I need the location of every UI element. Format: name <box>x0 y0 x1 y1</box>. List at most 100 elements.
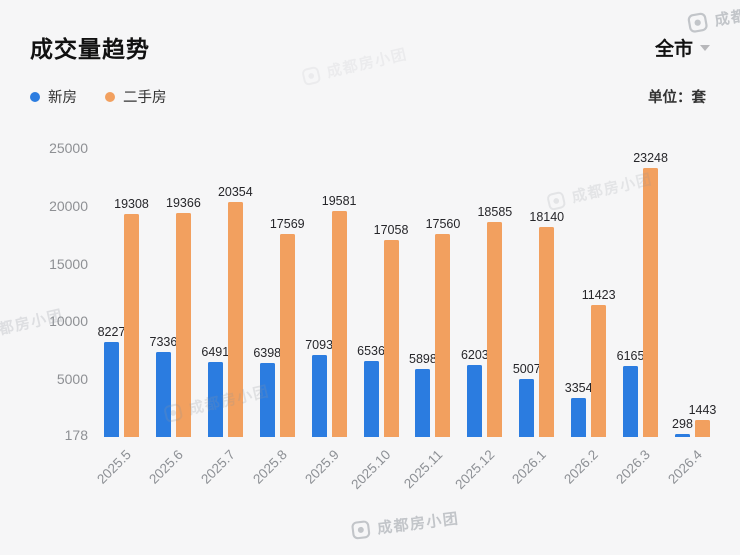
bar-column-new-homes: 7093 <box>305 338 333 437</box>
bar-column-resale-homes: 17058 <box>374 223 408 437</box>
bar-value-label: 6203 <box>460 348 489 363</box>
bar-value-label: 17058 <box>373 222 409 237</box>
bar-new-homes[interactable] <box>674 433 690 437</box>
bar-new-homes[interactable] <box>571 398 587 437</box>
bar-value-label: 11423 <box>581 287 616 302</box>
bar-resale-homes[interactable] <box>383 239 399 437</box>
y-axis-label: 15000 <box>49 255 88 272</box>
bar-resale-homes[interactable] <box>227 201 243 437</box>
bar-resale-homes[interactable] <box>539 227 555 437</box>
bar-column-new-homes: 6165 <box>617 349 644 437</box>
x-axis-label: 2025.6 <box>145 447 186 487</box>
subheader: 新房 二手房 单位：套 <box>30 86 706 107</box>
legend-dot-new-homes <box>30 91 40 102</box>
bar-group: 7336 19366 2025.6 <box>146 148 201 487</box>
y-axis-label: 20000 <box>49 197 88 214</box>
bar-resale-homes[interactable] <box>124 213 139 437</box>
bar-value-label: 19308 <box>114 196 149 211</box>
bar-resale-homes[interactable] <box>591 304 607 437</box>
bar-column-resale-homes: 19366 <box>166 196 201 437</box>
legend-dot-resale-homes <box>105 91 115 102</box>
bar-value-label: 19581 <box>321 193 357 208</box>
unit-label: 单位：套 <box>648 90 706 106</box>
legend: 新房 二手房 <box>30 86 167 107</box>
bar-value-label: 20354 <box>217 184 253 199</box>
y-axis: 25000 20000 15000 10000 5000 178 <box>0 0 92 555</box>
bar-value-label: 6536 <box>357 344 385 359</box>
watermark-text: 成都房小团 <box>713 0 740 30</box>
bar-value-label: 8227 <box>97 324 126 339</box>
bar-column-new-homes: 298 <box>672 417 693 437</box>
bar-column-new-homes: 5898 <box>409 352 437 437</box>
bar-new-homes[interactable] <box>519 379 535 437</box>
bar-column-new-homes: 5007 <box>513 362 541 437</box>
bar-new-homes[interactable] <box>259 363 275 437</box>
bar-value-label: 19366 <box>166 196 201 211</box>
bar-value-label: 6491 <box>201 344 230 359</box>
bar-column-resale-homes: 1443 <box>689 403 716 437</box>
x-axis-label: 2026.3 <box>613 447 653 487</box>
bar-new-homes[interactable] <box>311 355 327 437</box>
bar-column-new-homes: 6398 <box>253 346 281 437</box>
bar-group: 8227 19308 2025.5 <box>94 148 149 487</box>
bar-value-label: 1443 <box>688 403 717 418</box>
bar-value-label: 23248 <box>633 151 668 166</box>
x-axis-label: 2025.7 <box>197 447 238 487</box>
brand-logo-icon <box>349 518 372 541</box>
bar-resale-homes[interactable] <box>487 222 503 437</box>
bar-resale-homes[interactable] <box>694 420 710 437</box>
bar-group: 298 1443 2026.4 <box>665 148 716 486</box>
legend-item-new-homes[interactable]: 新房 <box>30 86 77 107</box>
bar-group: 5007 18140 2026.1 <box>509 148 564 486</box>
x-axis-label: 2025.12 <box>452 447 498 493</box>
region-selector-label: 全市 <box>654 38 693 60</box>
bar-column-new-homes: 6536 <box>357 344 385 437</box>
bar-column-new-homes: 3354 <box>565 381 593 437</box>
bar-column-new-homes: 6491 <box>201 345 229 437</box>
bar-column-new-homes: 8227 <box>98 325 125 437</box>
bar-value-label: 18585 <box>477 205 513 220</box>
legend-item-resale-homes[interactable]: 二手房 <box>105 86 167 107</box>
bar-new-homes[interactable] <box>363 361 379 437</box>
bar-resale-homes[interactable] <box>643 168 659 437</box>
bar-column-resale-homes: 19308 <box>114 197 149 437</box>
bar-new-homes[interactable] <box>104 341 119 437</box>
watermark: 成都房小团 <box>349 507 460 541</box>
bar-new-homes[interactable] <box>207 361 223 437</box>
bar-column-resale-homes: 20354 <box>218 185 253 437</box>
x-axis-label: 2025.8 <box>249 447 290 487</box>
bar-value-label: 6398 <box>253 346 282 361</box>
bar-value-label: 7093 <box>305 338 334 353</box>
bar-resale-homes[interactable] <box>175 213 191 437</box>
bar-new-homes[interactable] <box>415 368 431 437</box>
page-title: 成交量趋势 <box>30 36 150 62</box>
bar-resale-homes[interactable] <box>279 233 295 437</box>
brand-logo-icon <box>299 63 323 87</box>
x-axis-label: 2025.11 <box>400 447 446 492</box>
bar-column-new-homes: 6203 <box>461 348 489 437</box>
header: 成交量趋势 全市 <box>30 30 710 64</box>
bar-group: 6491 20354 2025.7 <box>198 148 253 487</box>
bar-resale-homes[interactable] <box>435 234 451 437</box>
bar-group: 6165 23248 2026.3 <box>613 148 668 487</box>
bar-group: 6536 17058 2025.10 <box>348 148 408 492</box>
bar-new-homes[interactable] <box>467 365 483 437</box>
bar-value-label: 7336 <box>149 335 178 350</box>
bar-column-new-homes: 7336 <box>150 335 177 437</box>
legend-label-new-homes: 新房 <box>48 90 77 106</box>
bar-value-label: 18140 <box>529 210 565 225</box>
bar-new-homes[interactable] <box>623 365 639 437</box>
bar-value-label: 5007 <box>512 362 541 377</box>
bar-new-homes[interactable] <box>155 352 171 437</box>
bar-group: 5898 17560 2025.11 <box>401 148 460 491</box>
legend-label-resale-homes: 二手房 <box>123 90 167 106</box>
watermark-text: 成都房小团 <box>376 510 461 538</box>
x-axis-label: 2025.10 <box>348 447 394 493</box>
region-selector[interactable]: 全市 <box>655 34 710 61</box>
bar-column-resale-homes: 23248 <box>633 151 668 437</box>
x-axis-label: 2025.5 <box>94 447 134 487</box>
bar-resale-homes[interactable] <box>331 210 347 437</box>
x-axis-label: 2026.4 <box>665 447 705 487</box>
chevron-down-icon <box>700 45 710 51</box>
